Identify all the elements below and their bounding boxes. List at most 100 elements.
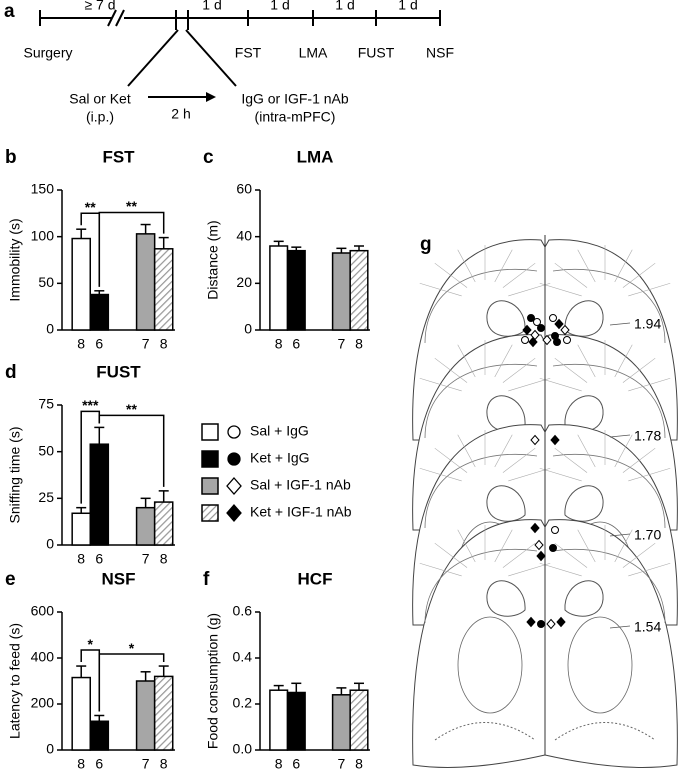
area-line (494, 529, 513, 563)
y-tick-label: 60 (236, 181, 252, 197)
cortex-line (424, 453, 666, 529)
y-tick-label: 0.4 (233, 649, 253, 665)
chart-title: HCF (298, 569, 333, 588)
section-label: 1.94 (634, 316, 661, 332)
injection-lines (127, 29, 237, 87)
significance-bracket (98, 414, 165, 487)
y-tick-label: 20 (236, 274, 252, 290)
cortex-line (424, 363, 666, 439)
axis-break (107, 9, 125, 27)
event: FUST (358, 45, 395, 61)
placement-marker (542, 334, 552, 346)
area-line (457, 344, 476, 378)
y-tick-label: 0.0 (233, 741, 253, 757)
placement-marker (530, 434, 540, 446)
x-tick-label: 8 (355, 336, 363, 352)
area-line (508, 282, 551, 297)
legend-swatch (201, 423, 219, 441)
placement-marker (551, 526, 559, 534)
event: NSF (426, 45, 454, 61)
area-line (494, 344, 513, 378)
bar (269, 245, 289, 331)
y-tick-label: 50 (38, 274, 54, 290)
x-tick-label: 6 (95, 551, 103, 567)
area-line (508, 562, 551, 577)
section-label: 1.70 (634, 527, 661, 543)
bar (89, 293, 110, 331)
y-tick-label: 50 (38, 442, 54, 458)
placement-marker (549, 314, 557, 322)
area-line (434, 262, 468, 288)
area-line (494, 249, 513, 283)
y-tick-label: 0 (46, 321, 54, 337)
bar (349, 689, 369, 751)
bar (153, 501, 174, 546)
legend-label: Ket + IgG (250, 450, 310, 466)
chart-title: FST (102, 147, 135, 166)
bar (331, 252, 351, 331)
y-axis-label: Food consumption (g) (205, 613, 221, 749)
event: LMA (299, 45, 328, 61)
interval: 1 d (202, 0, 221, 13)
x-tick-label: 7 (338, 336, 346, 352)
treatment: (intra-mPFC) (255, 109, 336, 125)
label-leader (609, 434, 631, 438)
striatum (457, 616, 523, 714)
area-line (577, 344, 596, 378)
y-axis-label: Immobility (s) (7, 218, 23, 301)
bar (89, 720, 110, 751)
label-leader (609, 533, 631, 537)
area-line (457, 529, 476, 563)
area-line (614, 529, 633, 563)
x-tick-label: 7 (142, 336, 150, 352)
panel-letter: a (4, 1, 15, 22)
area-line (434, 447, 468, 473)
bar (153, 248, 174, 331)
interval: 1 d (270, 0, 289, 13)
x-tick-label: 8 (77, 551, 85, 567)
significance-label: * (88, 636, 94, 652)
panel-letter: d (5, 362, 17, 383)
bar (71, 676, 91, 751)
area-line (419, 282, 462, 297)
x-tick-label: 8 (77, 756, 85, 772)
significance-label: * (129, 640, 135, 656)
x-tick-label: 7 (142, 551, 150, 567)
bar (71, 512, 91, 546)
x-tick-label: 8 (160, 756, 168, 772)
label-leader (609, 625, 631, 629)
panel-letter: g (420, 234, 432, 255)
panel-letter: c (203, 147, 214, 168)
area-line (419, 467, 462, 482)
treatment: (i.p.) (86, 109, 114, 125)
x-tick-label: 8 (77, 336, 85, 352)
x-tick-label: 6 (292, 336, 300, 352)
y-tick-label: 25 (38, 489, 54, 505)
legend-label: Sal + IGF-1 nAb (250, 477, 351, 493)
bar (135, 680, 156, 751)
bar (331, 694, 351, 751)
legend-label: Ket + IGF-1 nAb (250, 504, 352, 520)
significance-label: ** (126, 401, 137, 417)
area-line (502, 357, 536, 383)
placement-marker (556, 616, 566, 628)
bar (89, 443, 110, 546)
area-line (508, 377, 551, 392)
bar (286, 691, 306, 751)
area-line (614, 344, 633, 378)
legend-swatch (201, 477, 219, 495)
legend-swatch (201, 504, 219, 522)
panel-letter: f (203, 569, 210, 590)
event: Surgery (23, 45, 72, 61)
placement-marker (536, 550, 546, 562)
delay: 2 h (171, 106, 190, 122)
placement-marker (528, 336, 538, 348)
y-tick-label: 100 (31, 227, 55, 243)
placement-marker (537, 620, 545, 628)
chart-title: LMA (297, 147, 334, 166)
section-label: 1.54 (634, 619, 661, 635)
area-line (622, 447, 656, 473)
panel-letter: b (5, 147, 17, 168)
area-line (508, 467, 551, 482)
